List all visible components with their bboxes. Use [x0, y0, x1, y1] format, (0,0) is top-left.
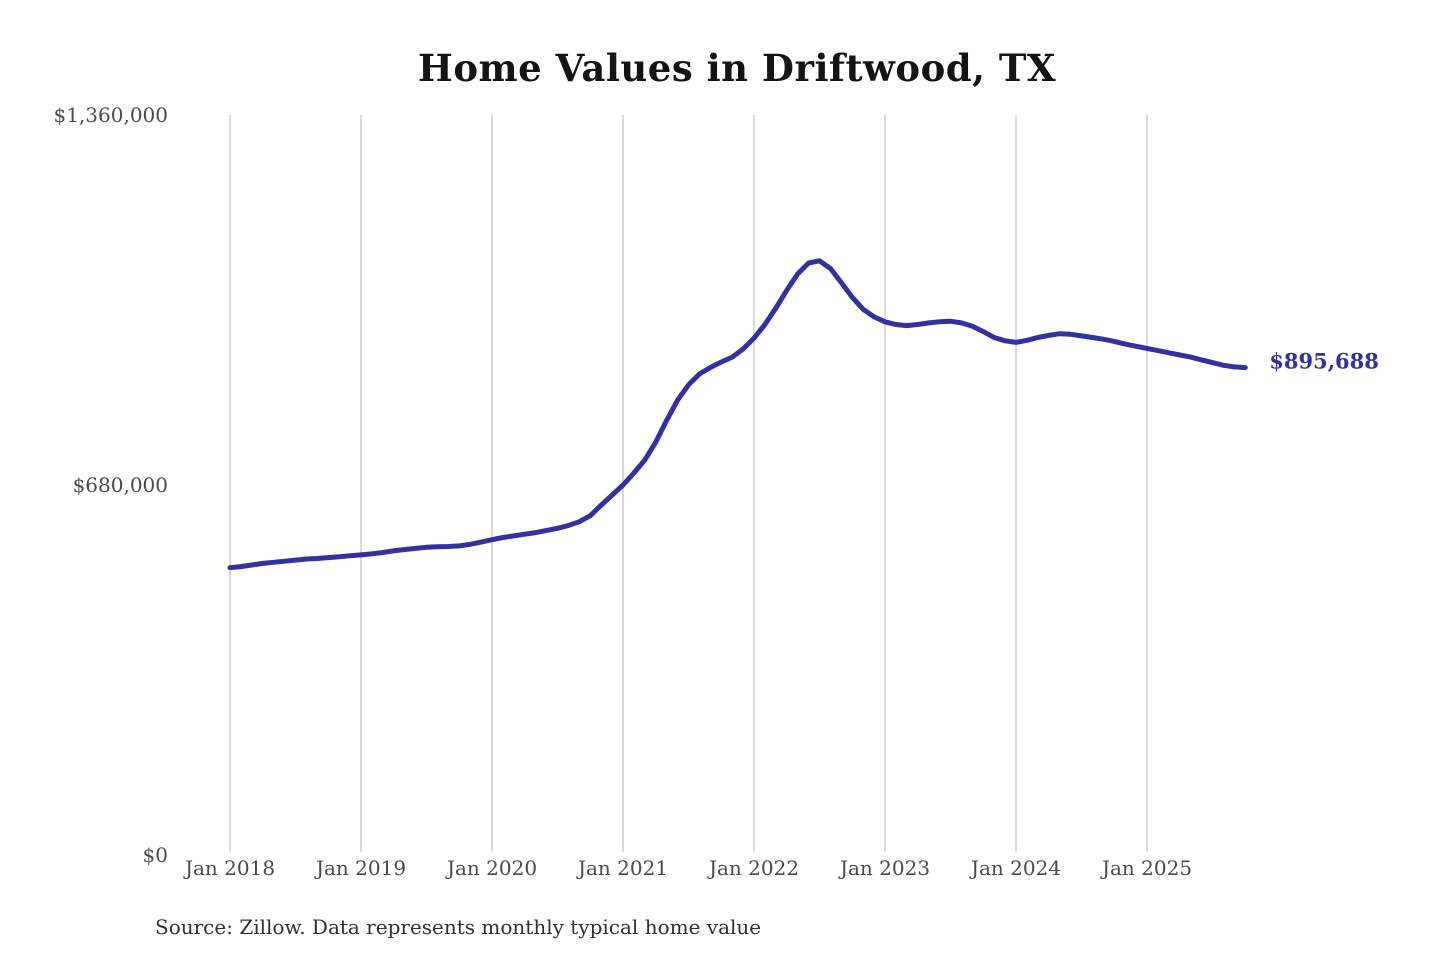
x-tick-label: Jan 2021	[577, 856, 669, 880]
x-tick-label: Jan 2023	[839, 856, 931, 880]
y-tick-label: $1,360,000	[53, 103, 168, 127]
vertical-gridlines	[229, 115, 1148, 852]
x-tick-label: Jan 2025	[1101, 856, 1193, 880]
x-tick-label: Jan 2022	[708, 856, 800, 880]
chart-title: Home Values in Driftwood, TX	[417, 46, 1057, 90]
y-tick-label: $680,000	[72, 473, 168, 497]
x-tick-label: Jan 2020	[446, 856, 538, 880]
x-tick-label: Jan 2019	[315, 856, 407, 880]
x-tick-label: Jan 2018	[184, 856, 276, 880]
home-value-line	[227, 258, 1248, 571]
x-tick-label: Jan 2024	[970, 856, 1062, 880]
y-tick-label: $0	[142, 843, 168, 867]
latest-value-label: $895,688	[1269, 348, 1379, 374]
source-note: Source: Zillow. Data represents monthly …	[155, 915, 762, 939]
